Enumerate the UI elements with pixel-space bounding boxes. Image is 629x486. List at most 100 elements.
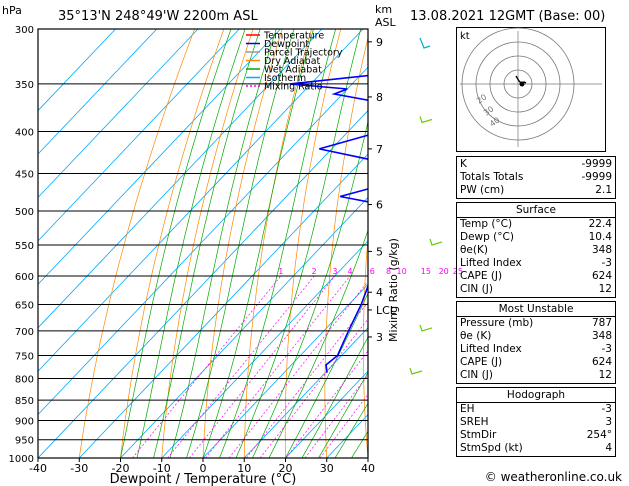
index-label: CIN (J) bbox=[460, 369, 493, 381]
height-tick-label: LCL bbox=[376, 304, 397, 317]
wind-barb-icon bbox=[429, 238, 443, 246]
index-row: CAPE (J) 624 bbox=[460, 270, 612, 283]
pressure-tick-label: 500 bbox=[15, 207, 34, 218]
indices-section-title: Hodograph bbox=[506, 389, 566, 401]
index-label: Dewp (°C) bbox=[460, 231, 514, 243]
index-value: 2.1 bbox=[595, 184, 612, 196]
height-tick-label: 3 bbox=[376, 331, 383, 344]
index-label: CIN (J) bbox=[460, 283, 493, 295]
temperature-tick-label: 0 bbox=[200, 462, 207, 475]
index-value: 624 bbox=[591, 356, 612, 368]
height-tick-label: 4 bbox=[376, 286, 383, 299]
index-row: Lifted Index -3 bbox=[460, 343, 612, 356]
index-row: CAPE (J) 624 bbox=[460, 356, 612, 369]
profile-dewpoint bbox=[290, 74, 368, 373]
index-value: 348 bbox=[591, 244, 612, 256]
hodograph-indices-box: Hodograph EH -3 SREH 3 StmDir 254° StmSpd (kt) 4 bbox=[456, 387, 616, 457]
pressure-tick-label: 750 bbox=[15, 351, 34, 362]
index-row: Temp (°C) 22.4 bbox=[460, 218, 612, 231]
km-label: km bbox=[375, 3, 392, 16]
temperature-tick-label: -10 bbox=[153, 462, 171, 475]
index-value: -3 bbox=[601, 257, 612, 269]
isotherm-line bbox=[38, 29, 116, 112]
stability-indices-box: K -9999 Totals Totals -9999 PW (cm) 2.1 bbox=[456, 156, 616, 199]
storm-motion-marker bbox=[519, 81, 525, 87]
index-row: θe(K) 348 bbox=[460, 244, 612, 257]
divider bbox=[457, 316, 615, 317]
pressure-tick-label: 950 bbox=[15, 436, 34, 447]
isotherm-line bbox=[243, 327, 368, 458]
pressure-tick-label: 550 bbox=[15, 241, 34, 252]
mixing-ratio-label: 8 bbox=[386, 267, 391, 276]
index-label: StmDir bbox=[460, 429, 497, 441]
pressure-tick-label: 300 bbox=[15, 25, 34, 36]
indices-table: K -9999 Totals Totals -9999 PW (cm) 2.1 Surfa… bbox=[456, 156, 616, 457]
index-value: 348 bbox=[591, 330, 612, 342]
temperature-tick-label: 30 bbox=[320, 462, 334, 475]
mixing-ratio-label: 2 bbox=[312, 267, 317, 276]
index-row: CIN (J) 12 bbox=[460, 283, 612, 296]
wet-adiabat-line bbox=[252, 120, 368, 458]
index-row: SREH 3 bbox=[460, 416, 612, 429]
index-value: 12 bbox=[598, 369, 612, 381]
isotherm-line bbox=[38, 29, 323, 329]
divider bbox=[457, 402, 615, 403]
index-row: Pressure (mb) 787 bbox=[460, 317, 612, 330]
pressure-tick-label: 450 bbox=[15, 169, 34, 180]
isotherm-line bbox=[38, 29, 158, 155]
wind-barb-icon bbox=[419, 116, 433, 124]
dry-adiabat-line bbox=[401, 29, 429, 458]
index-label: K bbox=[460, 158, 467, 170]
pressure-tick-label: 900 bbox=[15, 416, 34, 427]
height-tick-label: 6 bbox=[376, 199, 383, 212]
index-row: StmSpd (kt) 4 bbox=[460, 442, 612, 455]
wet-adiabat-line bbox=[318, 371, 368, 458]
index-value: -3 bbox=[601, 343, 612, 355]
mixing-ratio-label: 20 bbox=[439, 267, 449, 276]
hodograph-unit: kt bbox=[460, 31, 470, 42]
dry-adiabat-line bbox=[120, 29, 225, 458]
index-label: StmSpd (kt) bbox=[460, 442, 523, 454]
index-value: 4 bbox=[605, 442, 612, 454]
index-row: EH -3 bbox=[460, 403, 612, 416]
index-label: θe (K) bbox=[460, 330, 492, 342]
index-value: 624 bbox=[591, 270, 612, 282]
index-label: EH bbox=[460, 403, 475, 415]
index-label: θe(K) bbox=[460, 244, 488, 256]
mixing-ratio-line bbox=[228, 280, 368, 458]
index-label: Temp (°C) bbox=[460, 218, 513, 230]
index-row: CIN (J) 12 bbox=[460, 369, 612, 382]
index-value: -9999 bbox=[581, 171, 612, 183]
datetime-label: 13.08.2021 12GMT (Base: 00) bbox=[410, 9, 605, 24]
index-row: Dewp (°C) 10.4 bbox=[460, 231, 612, 244]
index-label: SREH bbox=[460, 416, 489, 428]
isotherm-line bbox=[38, 110, 368, 458]
temperature-tick-label: -40 bbox=[29, 462, 47, 475]
legend-label: Dewpoint bbox=[264, 39, 309, 50]
pressure-tick-label: 350 bbox=[15, 80, 34, 91]
pressure-tick-label: 1000 bbox=[9, 454, 34, 465]
index-label: PW (cm) bbox=[460, 184, 505, 196]
index-label: Totals Totals bbox=[460, 171, 524, 183]
isotherm-line bbox=[38, 29, 199, 199]
x-axis-label: Dewpoint / Temperature (°C) bbox=[110, 472, 297, 486]
pressure-tick-label: 850 bbox=[15, 396, 34, 407]
index-value: 22.4 bbox=[588, 218, 612, 230]
height-tick-label: 7 bbox=[376, 143, 383, 156]
index-label: Pressure (mb) bbox=[460, 317, 534, 329]
mixing-ratio-label: 1 bbox=[278, 267, 283, 276]
copyright-credit[interactable]: © weatheronline.co.uk bbox=[485, 470, 622, 484]
index-label: Lifted Index bbox=[460, 257, 522, 269]
mixing-ratio-label: 6 bbox=[370, 267, 375, 276]
hpa-label: hPa bbox=[2, 4, 22, 17]
temperature-tick-label: 10 bbox=[237, 462, 251, 475]
index-value: 254° bbox=[586, 429, 612, 441]
legend-label: Temperature bbox=[263, 31, 324, 42]
mixing-ratio-label: 4 bbox=[348, 267, 353, 276]
mixing-ratio-axis-label: Mixing Ratio (g/kg) bbox=[387, 238, 400, 342]
plot-frame bbox=[37, 28, 369, 459]
isobar-lines bbox=[38, 28, 368, 459]
index-row: Lifted Index -3 bbox=[460, 257, 612, 270]
